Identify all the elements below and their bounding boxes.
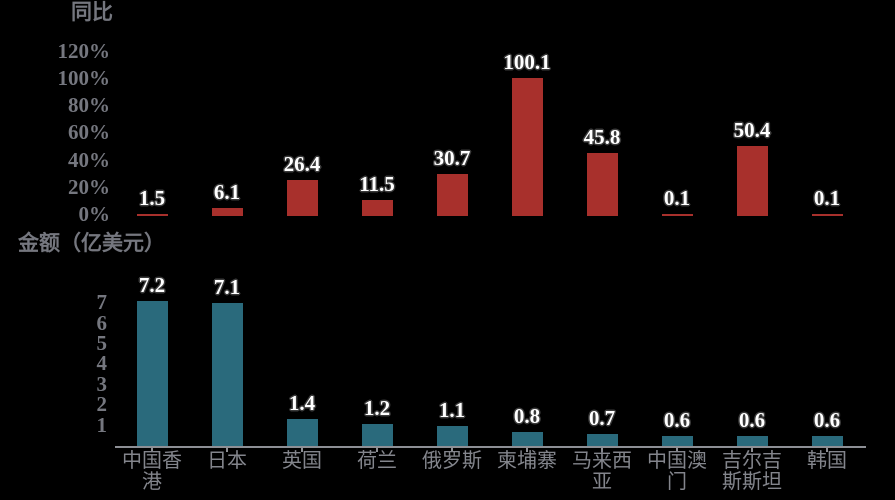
bottom-bar-value-label: 0.6: [663, 407, 691, 432]
bottom-bar: [286, 419, 318, 448]
top-bar: [661, 214, 693, 216]
bottom-y-tick-label: 6: [96, 310, 108, 335]
top-bar-value-label: 11.5: [359, 172, 395, 197]
x-axis-tick: [226, 448, 228, 452]
top-bar: [811, 214, 843, 216]
top-bar-value-label: 45.8: [583, 124, 621, 149]
top-bar-value-label: 1.5: [138, 185, 166, 210]
x-axis-tick: [601, 448, 603, 452]
top-y-tick-label: 100%: [57, 66, 111, 90]
bottom-bar: [586, 433, 618, 448]
top-y-tick-label: 0%: [78, 202, 111, 226]
x-axis-line: [115, 446, 866, 448]
bottom-y-tick-label: 2: [96, 392, 108, 417]
bottom-y-tick-label: 1: [96, 412, 108, 437]
x-axis-tick: [376, 448, 378, 452]
bottom-bar-value-label: 7.1: [213, 275, 241, 300]
bottom-bar: [211, 303, 243, 448]
bottom-bar: [511, 431, 543, 448]
top-bar: [511, 77, 543, 216]
x-axis-tick: [451, 448, 453, 452]
bottom-bar: [811, 435, 843, 448]
bottom-bar-value-label: 1.2: [363, 395, 391, 420]
bottom-bar-value-label: 0.7: [588, 405, 616, 430]
x-category-label: 中国香港: [122, 450, 182, 493]
top-chart-title: 同比: [71, 1, 113, 24]
x-category-label: 英国: [282, 450, 322, 472]
top-bar-value-label: 26.4: [283, 151, 321, 176]
top-y-tick-label: 60%: [68, 120, 110, 145]
top-bar: [736, 146, 768, 216]
bottom-bar-value-label: 1.1: [438, 397, 466, 422]
bottom-bar: [736, 435, 768, 448]
bottom-bar: [361, 423, 393, 448]
top-bar-value-label: 100.1: [503, 49, 551, 74]
x-category-label: 荷兰: [357, 450, 397, 472]
top-bar: [586, 152, 618, 216]
x-axis-tick: [676, 448, 678, 452]
x-axis-tick: [526, 448, 528, 452]
x-category-label: 中国澳门: [647, 450, 707, 493]
x-axis-tick: [151, 448, 153, 452]
top-bar-value-label: 0.1: [813, 186, 841, 210]
x-category-label: 吉尔吉斯斯坦: [722, 450, 782, 493]
bottom-bar-value-label: 0.6: [738, 407, 766, 432]
x-axis-tick: [751, 448, 753, 452]
top-y-tick-label: 20%: [68, 174, 110, 199]
x-category-label: 日本: [207, 450, 247, 472]
x-category-label: 马来西亚: [572, 450, 632, 493]
top-bar: [361, 200, 393, 216]
x-category-label: 柬埔寨: [497, 450, 557, 472]
bottom-y-tick-label: 3: [96, 371, 108, 396]
top-bar: [136, 213, 168, 216]
top-bar-value-label: 30.7: [433, 145, 471, 170]
top-bar: [436, 173, 468, 216]
top-y-tick-label: 40%: [68, 147, 110, 172]
bottom-chart-title: 金额（亿美元）: [18, 232, 165, 255]
top-bar-value-label: 6.1: [213, 179, 241, 204]
bottom-bar-value-label: 0.6: [813, 407, 841, 432]
bottom-y-tick-label: 7: [96, 290, 108, 315]
x-axis-tick: [826, 448, 828, 452]
top-bar-value-label: 50.4: [733, 118, 771, 143]
bottom-bar-value-label: 0.8: [513, 403, 541, 428]
bottom-y-tick-label: 4: [96, 351, 108, 376]
x-axis-tick: [301, 448, 303, 452]
bottom-bar-value-label: 7.2: [138, 273, 166, 298]
bottom-bar: [436, 425, 468, 448]
bottom-bar: [136, 301, 168, 448]
x-category-label: 韩国: [807, 450, 847, 472]
top-bar-value-label: 0.1: [663, 186, 691, 210]
bottom-bar-value-label: 1.4: [288, 391, 316, 416]
bottom-y-tick-label: 5: [96, 331, 108, 355]
top-y-tick-label: 120%: [57, 38, 111, 63]
top-y-tick-label: 80%: [68, 93, 110, 118]
bottom-bar: [661, 435, 693, 448]
top-bar: [211, 207, 243, 216]
x-category-label: 俄罗斯: [422, 450, 482, 472]
top-bar: [286, 179, 318, 216]
